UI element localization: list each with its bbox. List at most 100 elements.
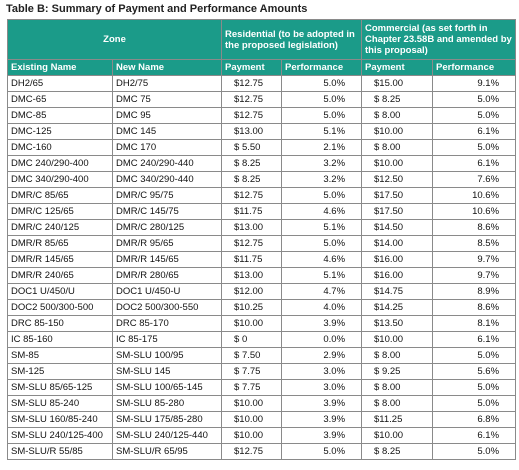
table-cell: $ 8.00 xyxy=(361,347,434,364)
table-row: DMR/C 125/65 DMR/C 145/75 $11.75 4.6% $17.50… xyxy=(7,203,517,220)
table-cell: $ 7.75 xyxy=(221,379,283,396)
table-cell: SM-85 xyxy=(7,347,113,364)
table-cell: DMR/C 240/125 xyxy=(7,219,113,236)
table-cell: $ 7.50 xyxy=(221,347,283,364)
table-cell: DMR/R 95/65 xyxy=(111,235,223,252)
table-cell: DMC 75 xyxy=(111,91,223,108)
table-cell: 3.9% xyxy=(281,395,363,412)
table-cell: SM-SLU 145 xyxy=(111,363,223,380)
table-cell: DMR/C 125/65 xyxy=(7,203,113,220)
table-cell: 5.0% xyxy=(281,187,363,204)
table-cell: $ 9.25 xyxy=(361,363,434,380)
table-row: DMR/R 85/65 DMR/R 95/65 $12.75 5.0% $14.00 8.… xyxy=(7,235,517,252)
table-cell: 9.7% xyxy=(432,267,517,284)
table-cell: 5.6% xyxy=(432,363,517,380)
table-cell: DMC 170 xyxy=(111,139,223,156)
table-cell: $10.00 xyxy=(221,411,283,428)
table-cell: 3.9% xyxy=(281,427,363,444)
table-cell: SM-SLU 100/65-145 xyxy=(111,379,223,396)
table-cell: $ 8.25 xyxy=(221,155,283,172)
table-cell: SM-SLU 175/85-280 xyxy=(111,411,223,428)
table-cell: 5.0% xyxy=(432,379,517,396)
table-cell: 5.1% xyxy=(281,123,363,140)
table-cell: 3.9% xyxy=(281,411,363,428)
table-cell: 7.6% xyxy=(432,171,517,188)
table-row: DMR/R 240/65 DMR/R 280/65 $13.00 5.1% $16.00… xyxy=(7,267,517,284)
table-cell: DMR/C 95/75 xyxy=(111,187,223,204)
table-cell: DMC 95 xyxy=(111,107,223,124)
column-header: Existing Name xyxy=(7,59,113,76)
table-cell: DMC-65 xyxy=(7,91,113,108)
table-cell: $ 8.00 xyxy=(361,107,434,124)
table-cell: DH2/75 xyxy=(111,75,223,92)
table-cell: DOC1 U/450-U xyxy=(111,283,223,300)
subheader-row: Existing Name New Name Payment Performance P… xyxy=(7,59,517,76)
table-cell: 3.2% xyxy=(281,155,363,172)
table-body: DH2/65 DH2/75 $12.75 5.0% $15.00 9.1% DMC-65 DM… xyxy=(7,75,517,460)
table-cell: DMR/R 145/65 xyxy=(7,251,113,268)
table-title: Table B: Summary of Payment and Performa… xyxy=(6,3,308,15)
table-cell: 4.6% xyxy=(281,203,363,220)
table-cell: $14.00 xyxy=(361,235,434,252)
commercial-header: Commercial (as set forth in Chapter 23.5… xyxy=(361,19,517,60)
table-cell: DMC 340/290-440 xyxy=(111,171,223,188)
table-cell: 5.1% xyxy=(281,267,363,284)
column-header: Performance xyxy=(432,59,517,76)
table-cell: $10.00 xyxy=(361,331,434,348)
table-cell: $11.75 xyxy=(221,251,283,268)
table-cell: DMR/C 85/65 xyxy=(7,187,113,204)
table-cell: $10.00 xyxy=(221,427,283,444)
table-cell: $12.75 xyxy=(221,235,283,252)
table-cell: DMC 240/290-440 xyxy=(111,155,223,172)
table-cell: SM-SLU 240/125-440 xyxy=(111,427,223,444)
table-cell: $12.75 xyxy=(221,187,283,204)
table-cell: $10.00 xyxy=(361,155,434,172)
table-cell: $ 8.25 xyxy=(221,171,283,188)
table-cell: $ 8.25 xyxy=(361,91,434,108)
table-cell: 10.6% xyxy=(432,187,517,204)
table-cell: $11.25 xyxy=(361,411,434,428)
table-cell: $10.00 xyxy=(221,395,283,412)
table-cell: $12.00 xyxy=(221,283,283,300)
table-cell: DMR/C 280/125 xyxy=(111,219,223,236)
table-cell: $13.00 xyxy=(221,123,283,140)
table-cell: SM-SLU/R 65/95 xyxy=(111,443,223,460)
table-cell: $10.00 xyxy=(221,315,283,332)
table-cell: 0.0% xyxy=(281,331,363,348)
table-cell: $16.00 xyxy=(361,267,434,284)
table-cell: DOC1 U/450/U xyxy=(7,283,113,300)
table-row: SM-125 SM-SLU 145 $ 7.75 3.0% $ 9.25 5.6% xyxy=(7,363,517,380)
table-row: DOC2 500/300-500 DOC2 500/300-550 $10.25 4.… xyxy=(7,299,517,316)
table-cell: $ 8.25 xyxy=(361,443,434,460)
table-cell: $12.75 xyxy=(221,91,283,108)
table-cell: 5.0% xyxy=(281,75,363,92)
table-cell: $13.00 xyxy=(221,219,283,236)
table-cell: DMC-160 xyxy=(7,139,113,156)
table-cell: $ 8.00 xyxy=(361,395,434,412)
table-cell: $12.75 xyxy=(221,75,283,92)
table-cell: 5.0% xyxy=(432,139,517,156)
table-cell: 6.8% xyxy=(432,411,517,428)
table-cell: 5.0% xyxy=(432,107,517,124)
table-cell: $ 8.00 xyxy=(361,379,434,396)
table-cell: 2.1% xyxy=(281,139,363,156)
summary-table: Zone Residential (to be adopted in the p… xyxy=(6,19,517,460)
table-row: DMR/R 145/65 DMR/R 145/65 $11.75 4.6% $16.00… xyxy=(7,251,517,268)
table-cell: 5.0% xyxy=(281,107,363,124)
table-cell: 10.6% xyxy=(432,203,517,220)
table-cell: 9.1% xyxy=(432,75,517,92)
column-header: Payment xyxy=(361,59,434,76)
table-cell: DOC2 500/300-500 xyxy=(7,299,113,316)
table-cell: $12.75 xyxy=(221,107,283,124)
table-cell: 5.0% xyxy=(432,443,517,460)
table-cell: $11.75 xyxy=(221,203,283,220)
table-cell: $ 0 xyxy=(221,331,283,348)
table-cell: DMC 145 xyxy=(111,123,223,140)
table-cell: 6.1% xyxy=(432,155,517,172)
table-cell: $ 5.50 xyxy=(221,139,283,156)
table-cell: 5.0% xyxy=(432,347,517,364)
table-cell: $12.50 xyxy=(361,171,434,188)
table-cell: 8.1% xyxy=(432,315,517,332)
table-cell: 5.0% xyxy=(281,443,363,460)
table-row: DH2/65 DH2/75 $12.75 5.0% $15.00 9.1% xyxy=(7,75,517,92)
